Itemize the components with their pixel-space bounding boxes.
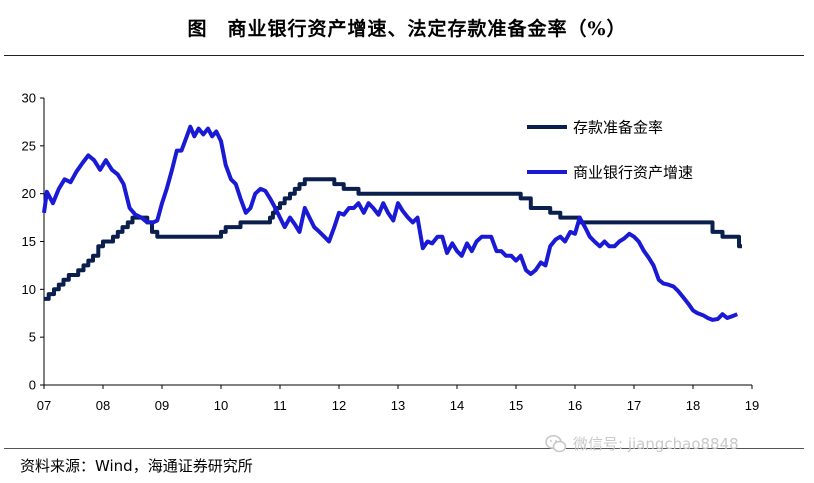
y-axis-ticks: 0 5 10 15 20 25 30 xyxy=(22,91,44,393)
wechat-icon xyxy=(545,434,567,452)
x-tick-label: 14 xyxy=(450,398,464,413)
legend-label-1: 商业银行资产增速 xyxy=(573,164,693,182)
x-tick-label: 13 xyxy=(391,398,405,413)
watermark: 微信号: jiangchao8848 xyxy=(545,433,739,454)
x-tick-label: 19 xyxy=(745,398,759,413)
title-rule xyxy=(4,55,804,56)
x-tick-label: 15 xyxy=(509,398,523,413)
source-note: 资料来源：Wind，海通证券研究所 xyxy=(20,457,253,475)
source-rule xyxy=(4,448,804,449)
x-tick-label: 11 xyxy=(273,398,287,413)
x-axis-ticks: 07 08 09 10 11 12 13 14 15 16 17 18 19 xyxy=(37,385,759,413)
x-tick-label: 18 xyxy=(686,398,700,413)
series-lines xyxy=(42,124,742,322)
chart-title: 图 商业银行资产增速、法定存款准备金率（%） xyxy=(187,18,627,40)
y-tick-label: 30 xyxy=(22,91,36,106)
x-tick-label: 09 xyxy=(155,398,169,413)
y-tick-label: 20 xyxy=(22,186,36,201)
y-tick-label: 15 xyxy=(22,234,36,249)
x-tick-label: 07 xyxy=(37,398,51,413)
series-line-0 xyxy=(44,177,742,301)
y-tick-label: 0 xyxy=(29,378,36,393)
watermark-text: 微信号: jiangchao8848 xyxy=(573,435,739,453)
y-tick-label: 25 xyxy=(22,138,36,153)
x-tick-label: 10 xyxy=(214,398,228,413)
axes xyxy=(43,98,752,386)
x-tick-label: 16 xyxy=(568,398,582,413)
y-tick-label: 10 xyxy=(22,282,36,297)
series-line-1 xyxy=(42,124,739,322)
x-tick-label: 08 xyxy=(96,398,110,413)
x-tick-label: 12 xyxy=(332,398,346,413)
legend-label-0: 存款准备金率 xyxy=(573,119,663,137)
x-tick-label: 17 xyxy=(627,398,641,413)
y-tick-label: 5 xyxy=(29,330,36,345)
